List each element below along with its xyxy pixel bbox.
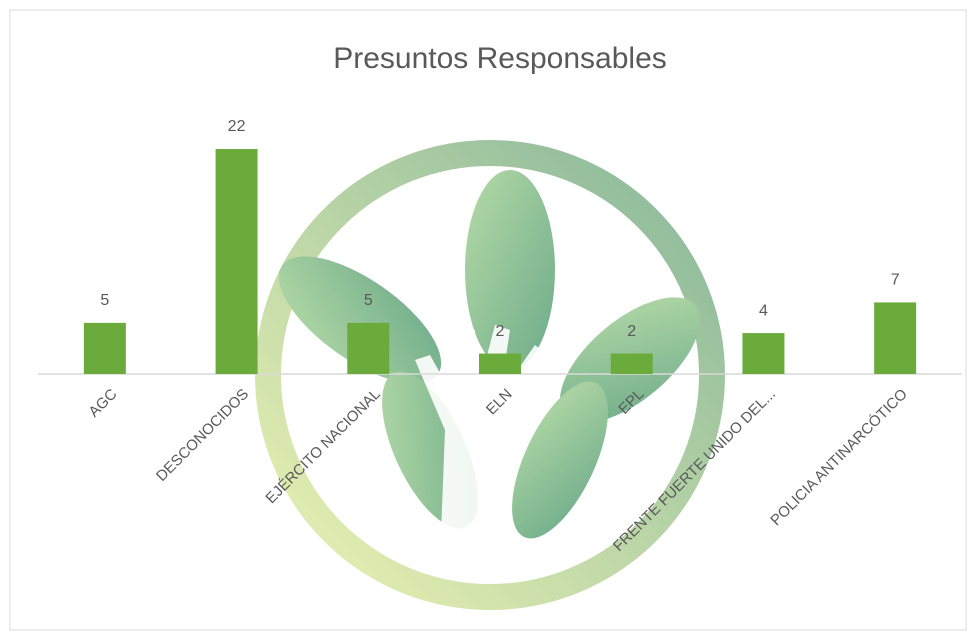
watermark-leaf — [465, 170, 555, 370]
bar — [216, 149, 258, 374]
data-label: 5 — [364, 292, 373, 309]
data-label: 2 — [627, 323, 636, 340]
bar — [479, 354, 521, 374]
page: Presuntos Responsables 5AGC22DESCONOCIDO… — [0, 0, 976, 640]
chart: Presuntos Responsables 5AGC22DESCONOCIDO… — [0, 0, 976, 640]
bar — [347, 323, 389, 374]
bar — [742, 333, 784, 374]
data-label: 22 — [228, 118, 246, 135]
data-label: 7 — [891, 272, 900, 289]
bar — [874, 302, 916, 374]
chart-title: Presuntos Responsables — [333, 42, 667, 75]
bar — [611, 354, 653, 374]
data-label: 2 — [496, 323, 505, 340]
data-label: 4 — [759, 302, 768, 319]
data-label: 5 — [100, 292, 109, 309]
bar — [84, 323, 126, 374]
